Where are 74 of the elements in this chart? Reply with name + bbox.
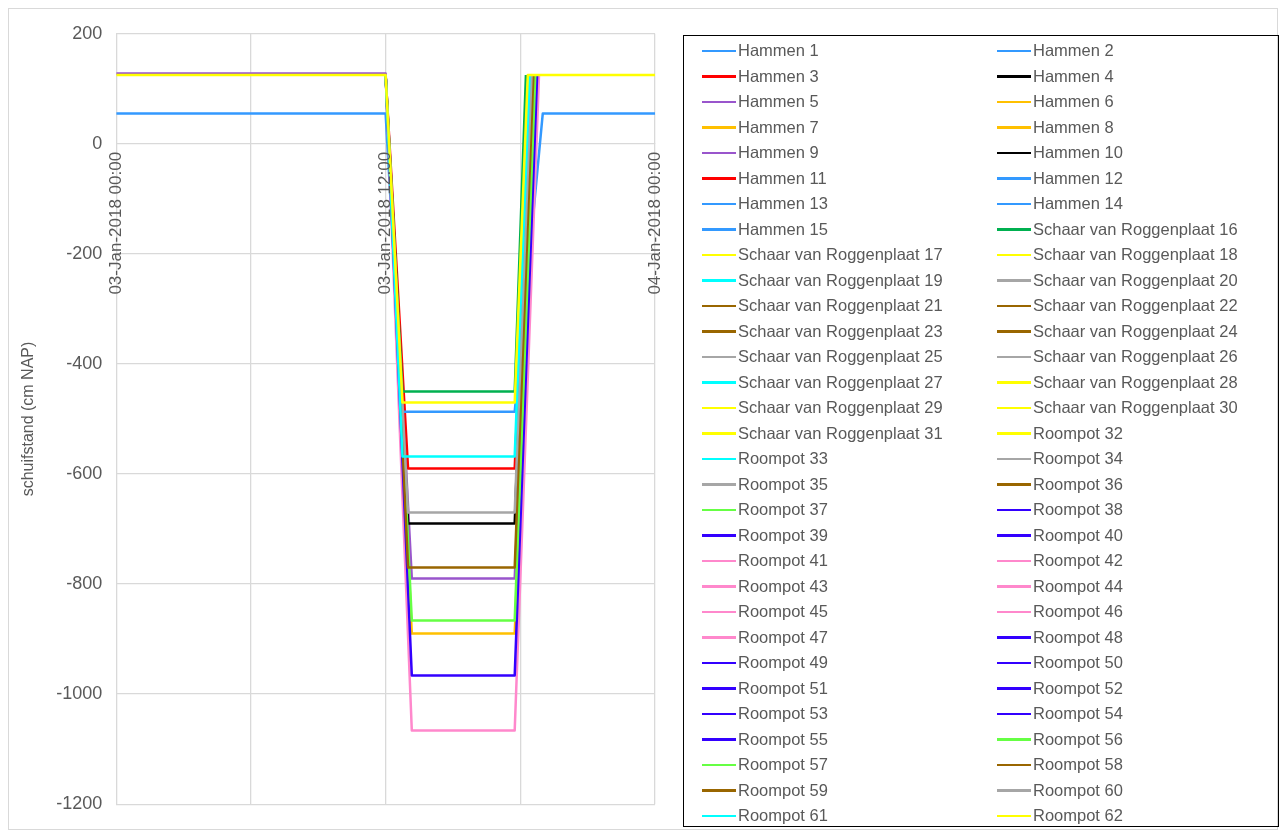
- y-tick-label: -1200: [56, 793, 103, 814]
- legend-label: Roompot 39: [738, 525, 828, 545]
- legend-label: Roompot 53: [738, 704, 828, 724]
- legend-label: Roompot 44: [1033, 576, 1123, 596]
- legend-label: Schaar van Roggenplaat 30: [1033, 398, 1238, 418]
- legend-label: Roompot 45: [738, 602, 828, 622]
- legend-label: Schaar van Roggenplaat 20: [1033, 270, 1238, 290]
- legend-label: Hammen 9: [738, 143, 819, 163]
- legend-label: Schaar van Roggenplaat 31: [738, 423, 943, 443]
- y-tick-label: -600: [66, 463, 103, 483]
- legend-label: Schaar van Roggenplaat 23: [738, 321, 943, 341]
- legend-label: Roompot 59: [738, 780, 828, 800]
- y-tick-label: -400: [66, 352, 103, 373]
- legend-label: Hammen 15: [738, 219, 828, 239]
- legend-label: Schaar van Roggenplaat 24: [1033, 321, 1238, 341]
- legend-label: Roompot 40: [1033, 525, 1123, 545]
- legend-label: Roompot 32: [1033, 423, 1123, 443]
- legend-label: Roompot 35: [738, 474, 828, 494]
- legend-label: Roompot 33: [738, 449, 828, 469]
- legend-label: Hammen 3: [738, 66, 819, 86]
- legend-label: Roompot 38: [1033, 500, 1123, 520]
- legend-label: Schaar van Roggenplaat 28: [1033, 372, 1238, 392]
- legend-label: Roompot 54: [1033, 704, 1123, 724]
- x-tick-label: 03-Jan-2018 12:00: [375, 151, 395, 295]
- legend-label: Roompot 61: [738, 806, 828, 826]
- legend-label: Hammen 13: [738, 194, 828, 214]
- x-tick-label: 04-Jan-2018 00:00: [644, 151, 664, 295]
- legend-label: Roompot 50: [1033, 653, 1123, 673]
- legend-label: Hammen 11: [738, 168, 827, 188]
- legend-label: Schaar van Roggenplaat 17: [738, 245, 943, 265]
- legend-label: Schaar van Roggenplaat 27: [738, 372, 943, 392]
- legend-label: Hammen 6: [1033, 92, 1114, 112]
- legend-label: Hammen 5: [738, 92, 819, 112]
- legend-label: Roompot 57: [738, 755, 828, 775]
- legend-label: Schaar van Roggenplaat 22: [1033, 296, 1238, 316]
- legend-label: Schaar van Roggenplaat 16: [1033, 219, 1238, 239]
- x-tick-label: 03-Jan-2018 00:00: [105, 151, 125, 295]
- y-tick-label: 200: [72, 22, 103, 43]
- legend-label: Roompot 60: [1033, 780, 1123, 800]
- legend-label: Schaar van Roggenplaat 25: [738, 347, 943, 367]
- legend-label: Roompot 62: [1033, 806, 1123, 826]
- legend-label: Roompot 43: [738, 576, 828, 596]
- legend-label: Roompot 47: [738, 627, 828, 647]
- legend-label: Roompot 37: [738, 500, 828, 520]
- legend-label: Roompot 58: [1033, 755, 1123, 775]
- legend-label: Roompot 34: [1033, 449, 1123, 469]
- y-tick-label: -1000: [56, 683, 103, 704]
- legend-label: Hammen 2: [1033, 41, 1114, 61]
- legend-label: Hammen 7: [738, 117, 819, 137]
- legend-label: Schaar van Roggenplaat 18: [1033, 245, 1238, 265]
- legend-label: Roompot 42: [1033, 551, 1123, 571]
- legend-label: Hammen 4: [1033, 66, 1114, 86]
- legend-label: Roompot 48: [1033, 627, 1123, 647]
- legend-label: Hammen 1: [738, 41, 819, 61]
- legend-label: Schaar van Roggenplaat 21: [738, 296, 943, 316]
- legend-label: Hammen 10: [1033, 143, 1123, 163]
- legend-label: Roompot 55: [738, 729, 828, 749]
- legend-label: Hammen 14: [1033, 194, 1123, 214]
- legend-label: Schaar van Roggenplaat 26: [1033, 347, 1238, 367]
- legend-label: Roompot 46: [1033, 602, 1123, 622]
- y-tick-label: 0: [92, 132, 103, 153]
- legend-label: Roompot 52: [1033, 678, 1123, 698]
- legend-label: Schaar van Roggenplaat 29: [738, 398, 943, 418]
- legend-label: Roompot 56: [1033, 729, 1123, 749]
- legend-label: Hammen 12: [1033, 168, 1123, 188]
- y-tick-label: -200: [66, 242, 103, 263]
- legend-label: Schaar van Roggenplaat 19: [738, 270, 943, 290]
- y-tick-label: -800: [66, 573, 103, 594]
- legend-label: Hammen 8: [1033, 117, 1114, 137]
- legend-label: Roompot 49: [738, 653, 828, 673]
- y-axis-title: schuifstand (cm NAP): [19, 341, 37, 497]
- legend-label: Roompot 51: [738, 678, 828, 698]
- legend-label: Roompot 36: [1033, 474, 1123, 494]
- legend-label: Roompot 41: [738, 551, 828, 571]
